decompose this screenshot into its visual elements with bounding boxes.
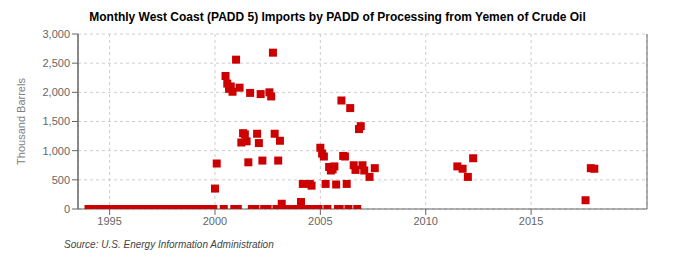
html-text:Monthly West Coast (PADD 5) Im: Monthly West Coast (PADD 5) Imports by P… [89,10,586,24]
svg-text:1995: 1995 [97,215,121,227]
svg-text:2015: 2015 [519,215,543,227]
svg-text:2,500: 2,500 [42,57,70,69]
svg-text:2010: 2010 [413,215,437,227]
svg-text:2000: 2000 [203,215,227,227]
svg-text:500: 500 [52,174,70,186]
svg-text:2,000: 2,000 [42,86,70,98]
svg-text:Thousand Barrels: Thousand Barrels [15,78,27,165]
svg-text:2005: 2005 [308,215,332,227]
svg-text:3,000: 3,000 [42,28,70,40]
svg-text:0: 0 [64,203,70,215]
svg-text:1,500: 1,500 [42,115,70,127]
svg-text:1,000: 1,000 [42,145,70,157]
html-text:Source: U.S. Energy Informatio: Source: U.S. Energy Information Administ… [64,239,274,250]
